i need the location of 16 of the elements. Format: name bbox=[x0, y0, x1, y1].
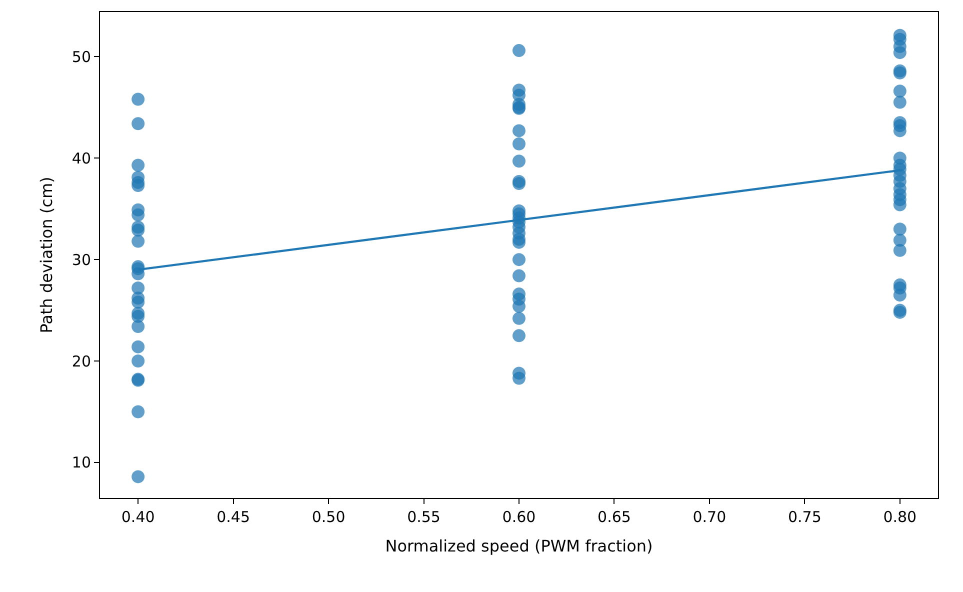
x-tick-label: 0.50 bbox=[312, 508, 346, 526]
x-tick-label: 0.60 bbox=[502, 508, 536, 526]
y-tick-label: 50 bbox=[72, 48, 91, 66]
x-tick-label: 0.55 bbox=[407, 508, 440, 526]
y-axis-title: Path deviation (cm) bbox=[36, 176, 56, 334]
x-tick-label: 0.75 bbox=[788, 508, 822, 526]
x-tick-label: 0.45 bbox=[216, 508, 250, 526]
y-tick-label: 30 bbox=[72, 250, 91, 269]
y-tick-label: 10 bbox=[72, 454, 91, 472]
x-tick-label: 0.80 bbox=[883, 508, 917, 526]
x-tick-label: 0.40 bbox=[121, 508, 155, 526]
x-tick-label: 0.65 bbox=[598, 508, 631, 526]
y-tick-label: 40 bbox=[72, 149, 91, 168]
y-tick-label: 20 bbox=[72, 352, 91, 370]
x-tick-label: 0.70 bbox=[692, 508, 726, 526]
x-axis-title: Normalized speed (PWM fraction) bbox=[385, 536, 653, 556]
